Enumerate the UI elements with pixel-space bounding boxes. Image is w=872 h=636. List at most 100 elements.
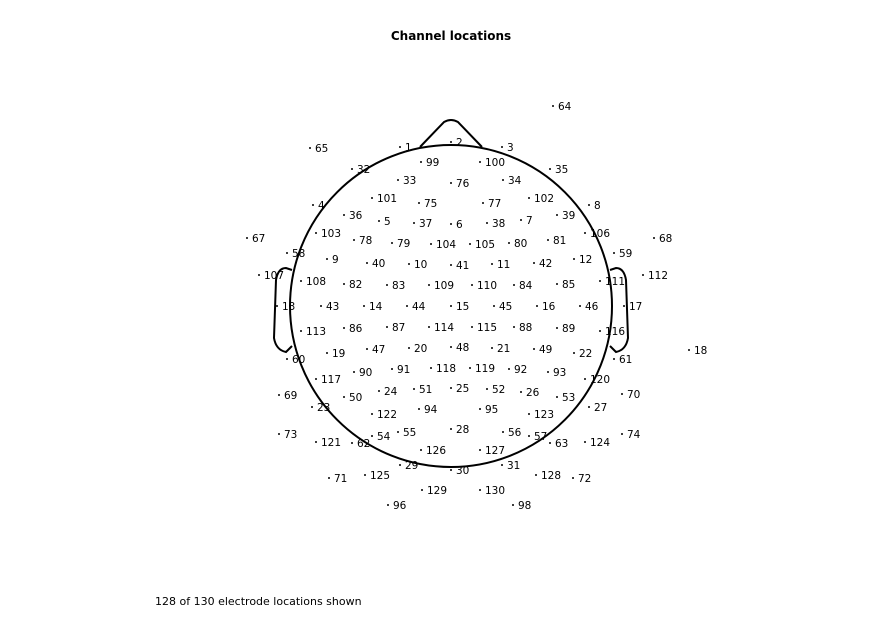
electrode-label: 115 — [477, 322, 497, 334]
electrode-53: 53 — [556, 392, 575, 404]
electrode-marker — [408, 347, 410, 349]
electrode-marker — [246, 237, 248, 239]
electrode-label: 62 — [357, 438, 370, 450]
electrode-84: 84 — [513, 280, 533, 292]
electrode-marker — [528, 197, 530, 199]
electrode-13: 13 — [276, 301, 295, 313]
electrode-marker — [486, 388, 488, 390]
electrode-55: 55 — [397, 427, 416, 439]
electrode-label: 108 — [306, 276, 326, 288]
electrode-marker — [513, 284, 515, 286]
electrode-label: 130 — [485, 485, 505, 497]
electrode-marker — [512, 504, 514, 506]
electrode-label: 127 — [485, 445, 505, 457]
electrode-label: 30 — [456, 465, 469, 477]
electrode-marker — [479, 449, 481, 451]
electrode-marker — [501, 464, 503, 466]
electrode-label: 19 — [332, 348, 345, 360]
electrode-label: 74 — [627, 429, 641, 441]
electrode-label: 72 — [578, 473, 591, 485]
electrode-marker — [378, 390, 380, 392]
electrode-marker — [343, 283, 345, 285]
electrode-label: 107 — [264, 270, 284, 282]
electrode-label: 111 — [605, 276, 625, 288]
electrode-24: 24 — [378, 386, 398, 398]
electrode-marker — [397, 179, 399, 181]
electrode-marker — [471, 284, 473, 286]
electrode-marker — [584, 441, 586, 443]
electrode-label: 81 — [553, 235, 566, 247]
electrode-62: 62 — [351, 438, 370, 450]
electrode-label: 102 — [534, 193, 554, 205]
electrode-marker — [479, 161, 481, 163]
electrode-label: 121 — [321, 437, 341, 449]
electrode-28: 28 — [450, 424, 469, 436]
electrode-label: 46 — [585, 301, 599, 313]
electrode-label: 42 — [539, 258, 552, 270]
electrode-marker — [450, 264, 452, 266]
electrode-label: 69 — [284, 390, 297, 402]
electrode-112: 112 — [642, 270, 668, 282]
electrode-marker — [300, 280, 302, 282]
electrode-marker — [420, 449, 422, 451]
electrode-label: 40 — [372, 258, 385, 270]
electrode-marker — [371, 413, 373, 415]
electrode-label: 7 — [526, 215, 533, 227]
electrode-73: 73 — [278, 429, 297, 441]
electrode-108: 108 — [300, 276, 326, 288]
electrode-5: 5 — [378, 216, 391, 228]
electrode-marker — [343, 214, 345, 216]
electrode-label: 31 — [507, 460, 520, 472]
electrode-11: 11 — [491, 259, 510, 271]
electrode-85: 85 — [556, 279, 575, 291]
electrode-label: 1 — [405, 142, 412, 154]
electrode-label: 44 — [412, 301, 426, 313]
electrode-marker — [491, 347, 493, 349]
electrode-128: 128 — [535, 470, 561, 482]
electrode-49: 49 — [533, 344, 552, 356]
electrode-label: 35 — [555, 164, 568, 176]
electrode-label: 103 — [321, 228, 341, 240]
electrode-82: 82 — [343, 279, 362, 291]
electrode-103: 103 — [315, 228, 341, 240]
electrode-marker — [533, 348, 535, 350]
electrode-113: 113 — [300, 326, 326, 338]
electrode-63: 63 — [549, 438, 568, 450]
electrode-label: 6 — [456, 219, 463, 231]
electrode-label: 50 — [349, 392, 362, 404]
electrode-marker — [351, 442, 353, 444]
electrode-76: 76 — [450, 178, 470, 190]
electrode-label: 67 — [252, 233, 265, 245]
electrode-marker — [450, 428, 452, 430]
electrode-label: 54 — [377, 431, 391, 443]
electrode-marker — [486, 222, 488, 224]
electrode-104: 104 — [430, 239, 456, 251]
electrode-marker — [418, 408, 420, 410]
electrode-label: 23 — [317, 402, 330, 414]
electrode-label: 79 — [397, 238, 410, 250]
electrode-marker — [258, 274, 260, 276]
electrode-label: 55 — [403, 427, 416, 439]
electrode-label: 20 — [414, 343, 427, 355]
electrode-label: 5 — [384, 216, 391, 228]
electrode-marker — [311, 406, 313, 408]
electrode-label: 64 — [558, 101, 572, 113]
electrode-31: 31 — [501, 460, 520, 472]
electrode-marker — [413, 222, 415, 224]
electrode-marker — [366, 348, 368, 350]
electrode-label: 82 — [349, 279, 362, 291]
electrode-marker — [286, 358, 288, 360]
electrode-118: 118 — [430, 363, 456, 375]
electrode-marker — [520, 219, 522, 221]
electrode-124: 124 — [584, 437, 610, 449]
electrode-125: 125 — [364, 470, 390, 482]
electrode-94: 94 — [418, 404, 438, 416]
electrode-16: 16 — [536, 301, 556, 313]
electrode-label: 48 — [456, 342, 469, 354]
electrode-label: 94 — [424, 404, 438, 416]
electrode-marker — [588, 204, 590, 206]
electrode-label: 53 — [562, 392, 575, 404]
electrode-marker — [584, 232, 586, 234]
electrode-label: 10 — [414, 259, 427, 271]
electrode-59: 59 — [613, 248, 632, 260]
